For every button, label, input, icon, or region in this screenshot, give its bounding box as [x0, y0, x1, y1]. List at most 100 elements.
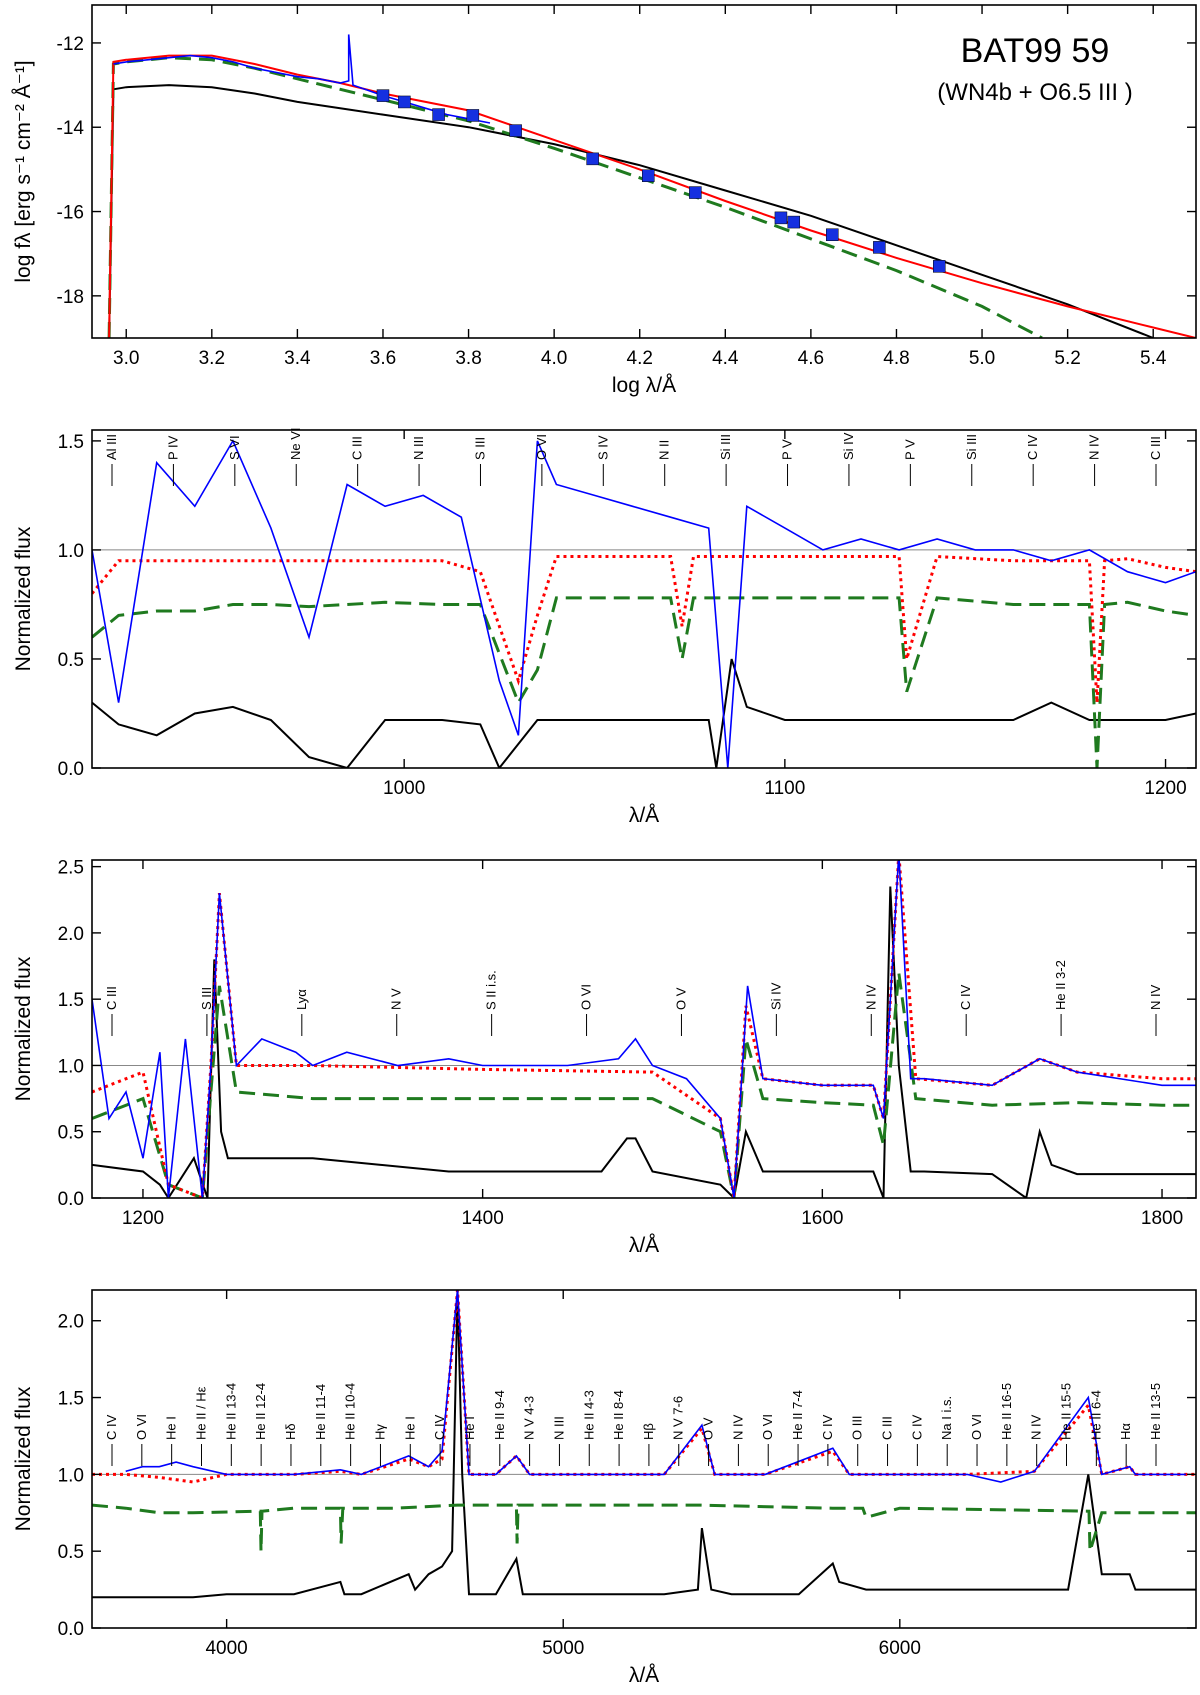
x-axis-label: λ/Å	[629, 1234, 659, 1257]
line-id-label: He II / Hε	[193, 1386, 208, 1440]
series-line-3	[92, 860, 1196, 1198]
x-tick-label: 5.4	[1140, 348, 1167, 369]
line-id-label: C IV	[1025, 434, 1040, 460]
line-id-label: He II 11-4	[313, 1384, 328, 1440]
series-line-4	[92, 860, 1196, 1198]
line-id-label: C IV	[909, 1414, 924, 1440]
line-id-label: C III	[1148, 436, 1163, 460]
line-id-label: He II 9-4	[492, 1390, 507, 1440]
y-tick-label: 1.5	[58, 1389, 84, 1410]
series-line-1	[92, 886, 1196, 1198]
chart-subtitle: (WN4b + O6.5 III )	[937, 79, 1132, 106]
x-tick-label: 6000	[879, 1638, 921, 1659]
line-id-label: S III	[472, 437, 487, 460]
line-id-label: C IV	[104, 1414, 119, 1440]
chart-panel-1: 3.0 3.2 3.4 3.6 3.8 4.0 4.2 4.4 4.6 4.8 5.0 5.2 5.4 -…	[12, 4, 1197, 397]
y-tick-label: 0.0	[58, 759, 84, 780]
photometry-point	[398, 95, 411, 109]
x-tick-label: 1000	[383, 778, 425, 799]
line-id-label: P IV	[165, 435, 180, 460]
line-id-label: O VI	[534, 434, 549, 460]
line-id-label: O VI	[579, 984, 594, 1010]
y-axis-label: Normalized flux	[12, 1386, 35, 1531]
line-id-label: C III	[350, 436, 365, 460]
x-tick-label: 3.0	[113, 348, 139, 369]
photometry-point	[466, 109, 480, 122]
y-tick-label: 1.0	[58, 541, 84, 562]
y-tick-label: 0.5	[58, 1123, 84, 1144]
x-axis-label: log λ/Å	[612, 374, 676, 397]
line-id-label: Si IV	[841, 432, 856, 460]
y-tick-label: -16	[57, 203, 84, 224]
line-id-label: N V 7-6	[671, 1396, 686, 1440]
line-id-label: He II 7-4	[790, 1390, 805, 1440]
line-id-label: N IV	[730, 1414, 745, 1440]
x-tick-label: 3.8	[455, 348, 481, 369]
line-id-label: O V	[673, 987, 688, 1010]
line-id-label: He II 12-4	[253, 1383, 268, 1440]
x-tick-label: 4.8	[883, 348, 909, 369]
x-axis-label: λ/Å	[629, 1664, 659, 1687]
series-line-3	[92, 1290, 1196, 1484]
line-id-label: N III	[411, 436, 426, 460]
line-id-label: N V	[389, 988, 404, 1010]
line-id-label: Lyα	[294, 989, 309, 1010]
line-id-label: Hβ	[641, 1423, 656, 1440]
y-tick-label: -18	[57, 287, 84, 308]
x-tick-label: 1200	[122, 1208, 164, 1229]
line-id-label: He II 13-5	[1148, 1383, 1163, 1440]
photometry-point	[509, 124, 522, 137]
line-id-label: S III	[199, 987, 214, 1010]
series-line-2	[107, 56, 1043, 338]
line-id-label: C III	[104, 986, 119, 1010]
line-id-label: C III	[880, 1416, 895, 1440]
line-id-label: Hδ	[283, 1423, 298, 1440]
photometry-point	[586, 152, 599, 166]
line-id-label: Na I i.s.	[939, 1396, 954, 1440]
line-id-label: He II 6-4	[1088, 1390, 1103, 1440]
x-tick-label: 4000	[205, 1638, 247, 1659]
line-id-label: He II 13-4	[223, 1383, 238, 1440]
line-id-label: C IV	[432, 1414, 447, 1440]
y-tick-label: -12	[57, 34, 84, 55]
chart-panel-4: 4000 5000 6000 0.0 0.5 1.0 1.5 2.0 λ/Å Normalized…	[12, 1289, 1197, 1687]
line-id-label: He I	[164, 1416, 179, 1440]
y-axis-label: Normalized flux	[12, 956, 35, 1101]
line-id-label: S IV	[595, 435, 610, 460]
y-tick-label: 1.0	[58, 1056, 84, 1077]
chart-panel-3: 1200 1400 1600 1800 0.0 0.5 1.0 1.5 2.0 2.5 λ/Å Nor…	[12, 858, 1197, 1257]
line-id-label: O V	[701, 1417, 716, 1440]
x-tick-label: 4.4	[712, 348, 739, 369]
line-id-label: N IV	[863, 984, 878, 1010]
x-tick-label: 4.2	[627, 348, 653, 369]
line-id-label: N IV	[1148, 984, 1163, 1010]
line-id-label: N V 4-3	[522, 1396, 537, 1440]
line-id-label: O VI	[969, 1414, 984, 1440]
photometry-point	[432, 108, 445, 121]
y-tick-label: 0.0	[58, 1189, 84, 1210]
line-id-label: C IV	[820, 1414, 835, 1440]
x-axis-label: λ/Å	[629, 804, 659, 827]
plot-frame	[91, 4, 1197, 339]
series-line-2	[92, 972, 1196, 1198]
line-id-label: Ne VI	[288, 427, 303, 460]
series-line-2	[92, 596, 1196, 768]
x-tick-label: 4.6	[798, 348, 824, 369]
line-id-label: O VI	[134, 1414, 149, 1440]
plot-frame	[91, 429, 1197, 769]
plot-frame	[91, 859, 1197, 1199]
photometry-point	[689, 186, 702, 199]
line-id-label: He II 4-3	[581, 1390, 596, 1440]
x-tick-label: 5000	[542, 1638, 584, 1659]
y-axis-label: log fλ [erg s⁻¹ cm⁻² Å⁻¹]	[12, 60, 35, 282]
line-id-label: N IV	[1087, 434, 1102, 460]
series-line-1	[92, 658, 1196, 768]
photometry-point	[376, 89, 390, 102]
line-id-label: Si III	[718, 434, 733, 460]
series-line-2	[92, 1503, 1196, 1552]
x-tick-label: 1600	[801, 1208, 843, 1229]
line-id-label: Si III	[964, 434, 979, 460]
series-line-3	[92, 554, 1196, 703]
x-tick-label: 1200	[1144, 778, 1186, 799]
